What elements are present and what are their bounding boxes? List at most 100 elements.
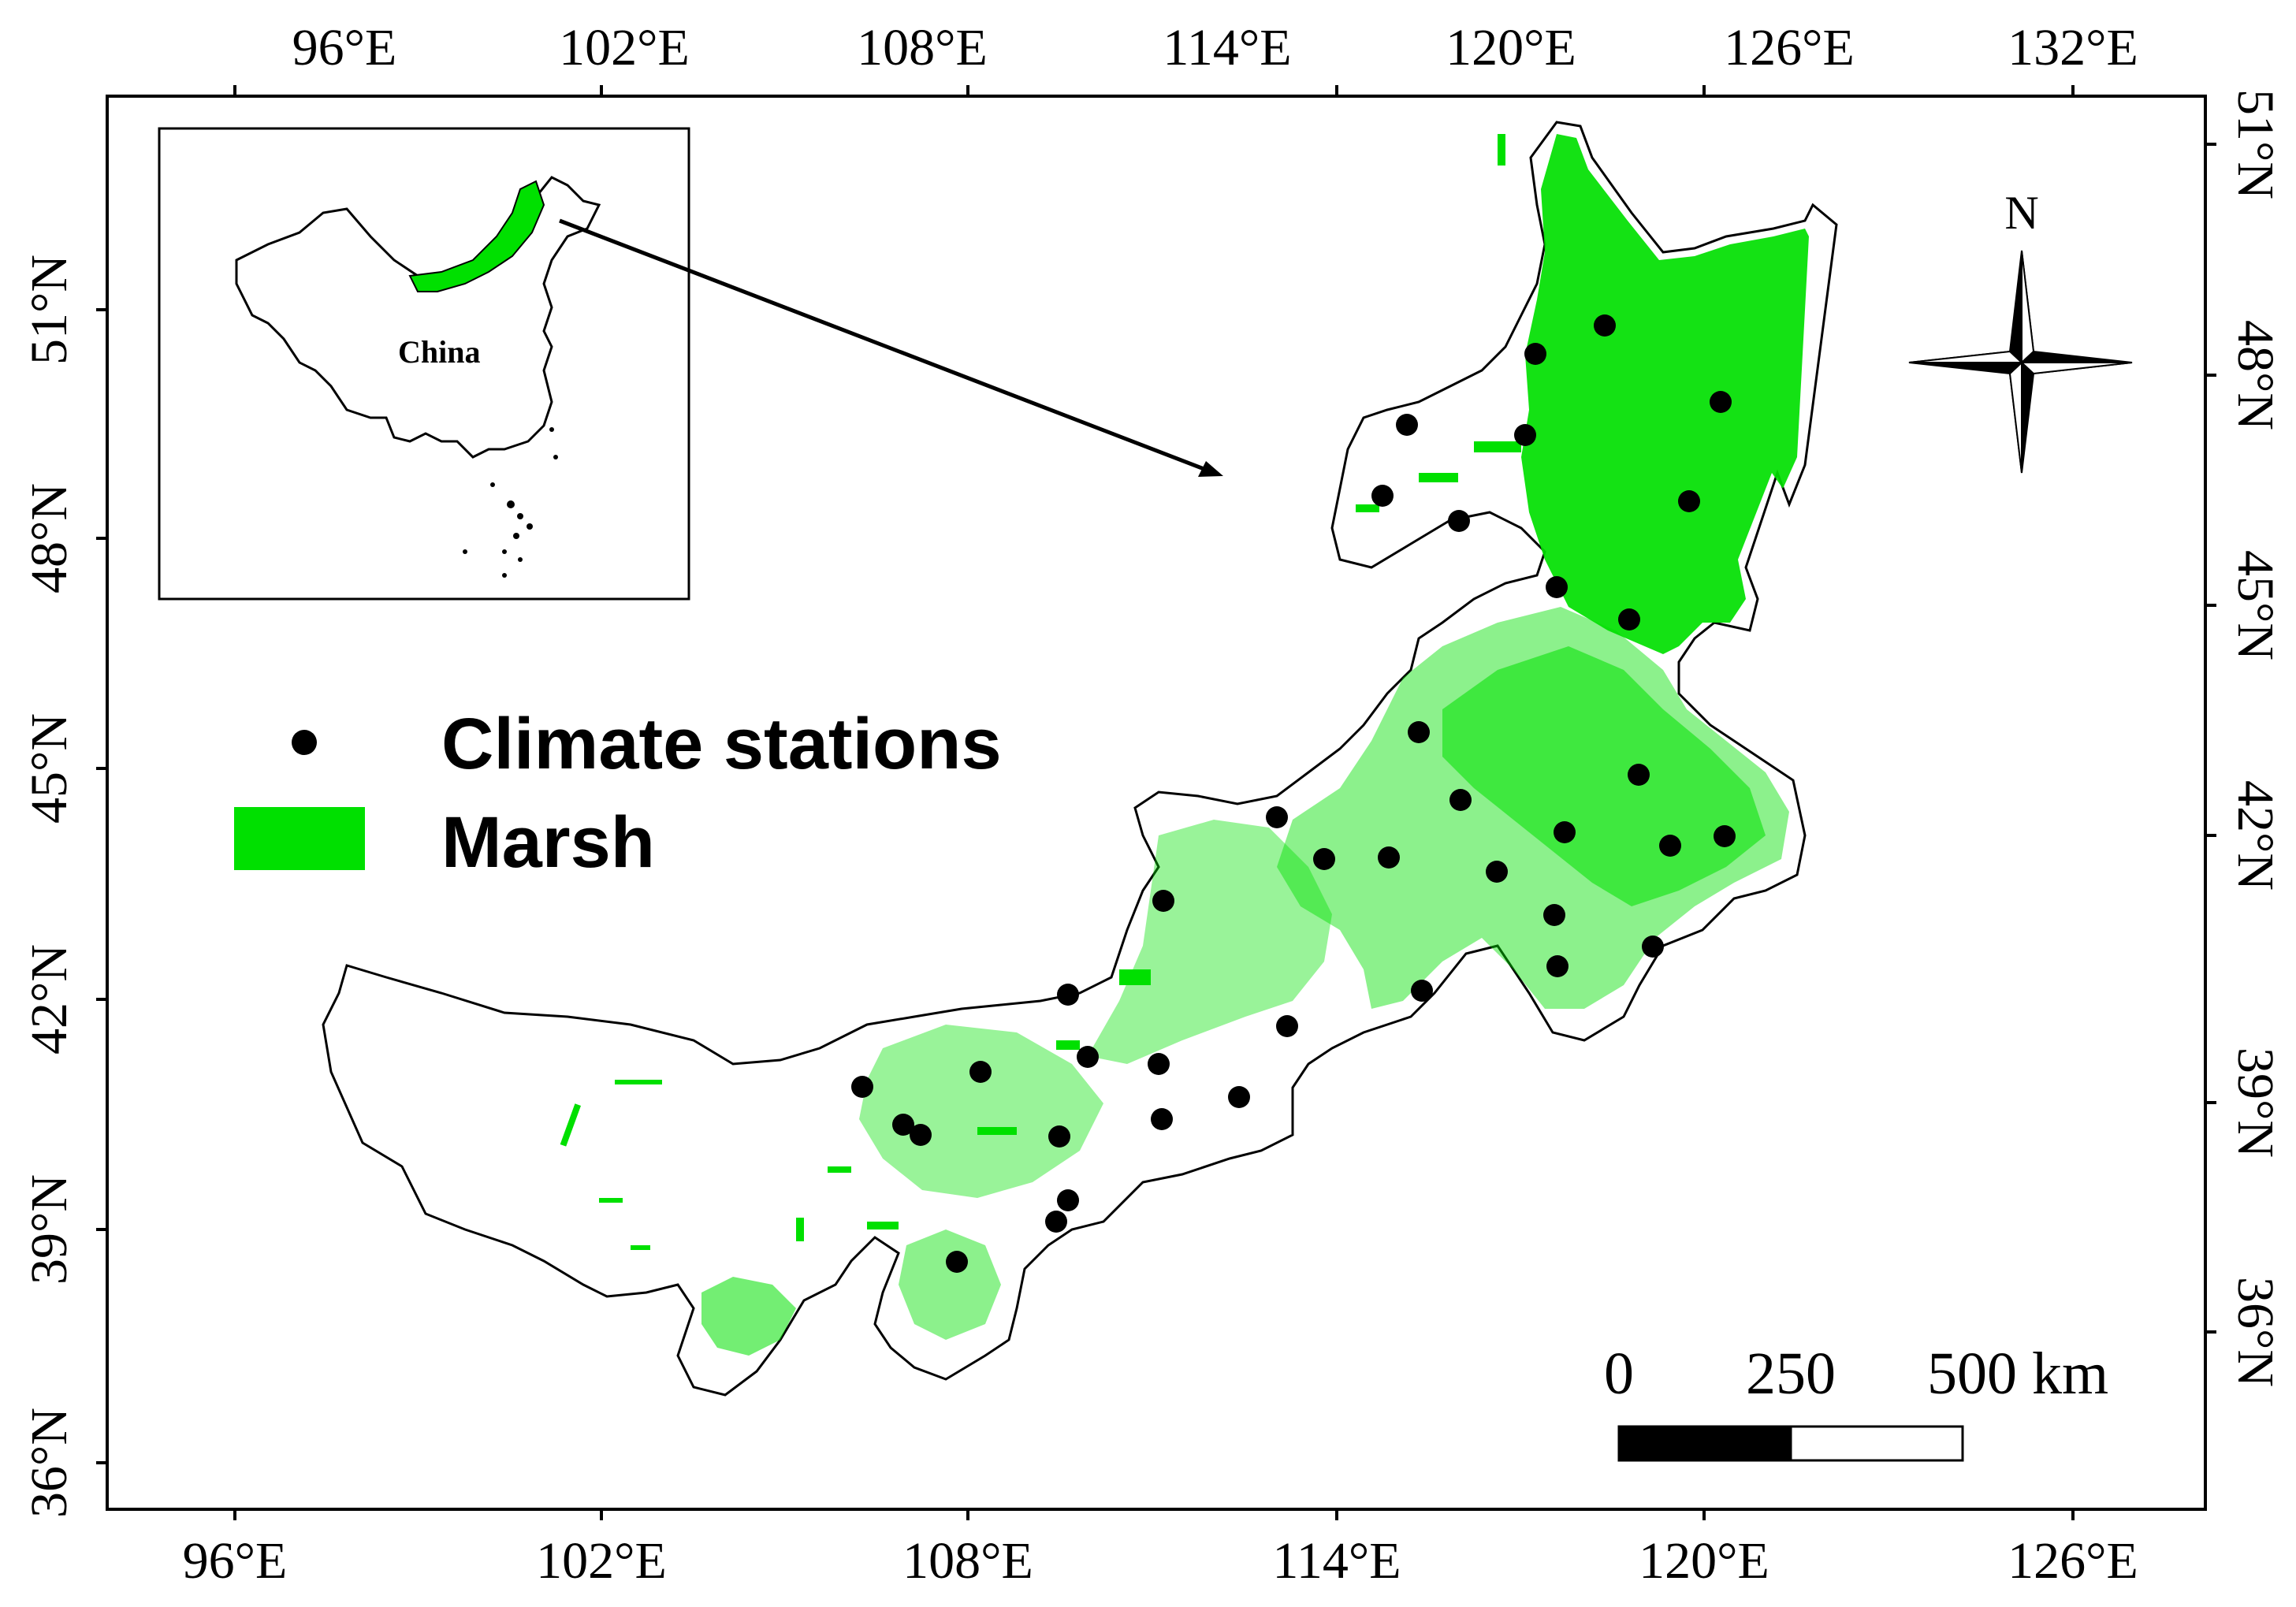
map-frame (106, 95, 2207, 1511)
right-tick-label: 48°N (2227, 320, 2284, 430)
marsh-patch (1474, 441, 1521, 452)
scale-bar: 0 250 500 km (1604, 1341, 2108, 1462)
station-point (1228, 1086, 1250, 1108)
bottom-tick-label: 102°E (536, 1532, 667, 1590)
station-point (1618, 608, 1640, 631)
left-axis-labels: 51°N 48°N 45°N 42°N 39°N 36°N (20, 255, 78, 1518)
station-point (1594, 314, 1616, 337)
station-point (1152, 890, 1174, 912)
station-point (1524, 343, 1546, 365)
station-point (1411, 980, 1433, 1002)
station-point (1371, 485, 1394, 507)
marsh-patch (599, 1198, 623, 1203)
station-point (1378, 846, 1400, 869)
top-tick-label: 132°E (2008, 19, 2138, 76)
north-arrow: N (1908, 187, 2133, 474)
top-tick-label: 102°E (559, 19, 690, 76)
station-point (1151, 1108, 1173, 1130)
station-point (1514, 424, 1536, 446)
bottom-tick-label: 120°E (1639, 1532, 1769, 1590)
station-point (1077, 1046, 1099, 1068)
inset-pointer-arrow (559, 218, 1223, 477)
marsh-patch (1056, 1040, 1080, 1050)
china-inset-marsh (408, 180, 545, 292)
left-tick-label: 45°N (20, 713, 78, 824)
tick-marks (96, 85, 2216, 1520)
station-point (1057, 1189, 1079, 1211)
marsh-patch (1498, 134, 1505, 166)
station-point (1642, 936, 1664, 958)
station-point (1448, 510, 1470, 532)
station-point (1057, 984, 1079, 1006)
station-point (1266, 806, 1288, 828)
station-point (1546, 955, 1568, 977)
station-point (1628, 764, 1650, 786)
bottom-tick-label: 126°E (2008, 1532, 2138, 1590)
station-point (1710, 391, 1732, 413)
left-tick-label: 39°N (20, 1174, 78, 1285)
right-axis-labels: 51°N 48°N 45°N 42°N 39°N 36°N (2227, 89, 2284, 1387)
left-tick-label: 51°N (20, 255, 78, 365)
station-point (892, 1114, 914, 1136)
left-tick-label: 48°N (20, 483, 78, 593)
station-point (1045, 1211, 1067, 1233)
scale-bar-black (1617, 1425, 1792, 1462)
marsh-central-dense (1442, 646, 1766, 906)
marsh-areas (560, 134, 1809, 1356)
station-point (1408, 721, 1430, 743)
marsh-patch (1356, 504, 1379, 512)
marsh-patch (796, 1218, 804, 1241)
marsh-patch (631, 1245, 650, 1250)
inset-map: China (158, 127, 690, 601)
marsh-patch (828, 1166, 851, 1173)
top-tick-label: 126°E (1724, 19, 1855, 76)
bottom-tick-label: 114°E (1272, 1532, 1401, 1590)
station-point (1313, 848, 1335, 870)
marsh-south-belt (859, 1025, 1103, 1198)
marsh-patch (867, 1222, 899, 1229)
station-point (1659, 835, 1681, 857)
bottom-axis-labels: 96°E 102°E 108°E 114°E 120°E 126°E (183, 1532, 2138, 1590)
bottom-tick-label: 96°E (183, 1532, 288, 1590)
scale-label-250: 250 (1746, 1341, 1836, 1407)
marsh-ordos-east (899, 1229, 1001, 1340)
left-tick-label: 42°N (20, 944, 78, 1055)
marsh-patch (560, 1103, 581, 1147)
legend-stations-label: Climate stations (441, 704, 1002, 784)
legend-station-symbol (292, 730, 317, 755)
marsh-patch (1419, 473, 1458, 482)
station-point (1396, 414, 1418, 436)
north-arrow-label: N (2004, 187, 2038, 239)
station-point (1678, 490, 1700, 512)
station-point (946, 1251, 968, 1273)
station-point (1486, 861, 1508, 883)
right-tick-label: 51°N (2227, 89, 2284, 199)
scale-bar-white (1789, 1425, 1964, 1462)
legend-marsh-label: Marsh (441, 802, 655, 883)
marsh-ordos (701, 1277, 796, 1356)
station-point (1276, 1015, 1298, 1037)
right-tick-label: 42°N (2227, 780, 2284, 891)
station-point (1148, 1053, 1170, 1075)
marsh-patch (977, 1127, 1017, 1135)
station-point (1048, 1125, 1070, 1148)
station-point (1546, 576, 1568, 598)
legend: Climate stations Marsh (234, 704, 1002, 883)
top-tick-label: 96°E (292, 19, 397, 76)
scale-label-0: 0 (1604, 1341, 1634, 1407)
station-point (851, 1076, 873, 1098)
top-tick-label: 108°E (857, 19, 988, 76)
left-tick-label: 36°N (20, 1408, 78, 1518)
inset-islands (463, 427, 558, 578)
top-tick-label: 120°E (1446, 19, 1576, 76)
station-point (1554, 821, 1576, 843)
inset-country-label: China (398, 334, 481, 370)
marsh-west-belt (1088, 820, 1332, 1064)
right-tick-label: 45°N (2227, 550, 2284, 660)
top-axis-labels: 96°E 102°E 108°E 114°E 120°E 126°E 132°E (292, 19, 2138, 76)
top-tick-label: 114°E (1163, 19, 1291, 76)
region-outline (322, 121, 1838, 1397)
marsh-patch (615, 1080, 662, 1084)
marsh-patch (1119, 969, 1151, 985)
station-point (1714, 825, 1736, 847)
